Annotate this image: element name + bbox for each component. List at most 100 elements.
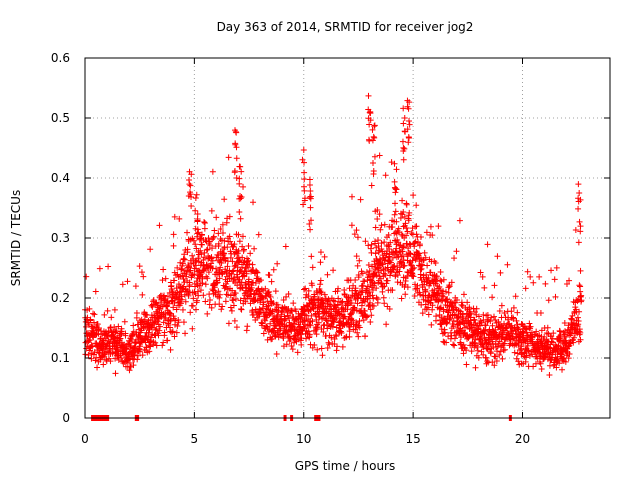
data-point [172, 317, 179, 324]
data-point [231, 274, 238, 281]
data-point [491, 362, 498, 369]
data-point [94, 321, 101, 328]
data-point [524, 268, 531, 275]
data-point [270, 299, 277, 306]
data-point [90, 310, 97, 317]
data-point [416, 254, 423, 261]
data-point [232, 128, 239, 135]
data-point [320, 329, 327, 336]
data-point [315, 319, 322, 326]
data-point [197, 287, 204, 294]
data-point [401, 262, 408, 269]
data-point [413, 202, 420, 209]
data-point [427, 269, 434, 276]
y-tick-label: 0.6 [51, 51, 70, 65]
data-point [451, 342, 458, 349]
data-point [492, 317, 499, 324]
data-point [416, 241, 423, 248]
data-point [138, 269, 145, 276]
data-point [236, 180, 243, 187]
data-point [452, 299, 459, 306]
data-point [189, 302, 196, 309]
data-point [231, 169, 238, 176]
y-tick-label: 0.1 [51, 351, 70, 365]
data-point [118, 354, 125, 361]
data-point [372, 224, 379, 231]
data-point [417, 291, 424, 298]
data-point [379, 288, 386, 295]
data-point [403, 232, 410, 239]
data-point [309, 318, 316, 325]
data-point [400, 156, 407, 163]
x-tick-label: 10 [296, 432, 311, 446]
data-point [344, 306, 351, 313]
data-point [324, 325, 331, 332]
data-point [578, 297, 585, 304]
data-point [411, 264, 418, 271]
data-point [383, 250, 390, 257]
data-point [401, 145, 408, 152]
data-point [226, 233, 233, 240]
data-point [180, 319, 187, 326]
data-point [437, 269, 444, 276]
data-point [85, 352, 92, 359]
data-point [330, 267, 337, 274]
data-point [92, 357, 99, 364]
data-point [301, 195, 308, 202]
data-point [249, 261, 256, 268]
data-point [317, 259, 324, 266]
data-point [228, 307, 235, 314]
data-point [154, 318, 161, 325]
data-point [440, 276, 447, 283]
x-tick-label: 20 [515, 432, 530, 446]
data-point [232, 290, 239, 297]
data-point [217, 225, 224, 232]
data-point [202, 237, 209, 244]
data-point [353, 227, 360, 234]
data-point [550, 330, 557, 337]
data-point [262, 285, 269, 292]
data-point [230, 302, 237, 309]
data-point [208, 254, 215, 261]
data-point [413, 231, 420, 238]
data-point [197, 247, 204, 254]
data-point [478, 335, 485, 342]
data-point [162, 275, 169, 282]
data-point [371, 123, 378, 130]
data-point [156, 327, 163, 334]
data-point [407, 250, 414, 257]
x-tick-label: 15 [405, 432, 420, 446]
data-point [187, 182, 194, 189]
data-point [245, 242, 252, 249]
data-point [348, 222, 355, 229]
data-point [490, 313, 497, 320]
data-point [348, 193, 355, 200]
data-point [222, 268, 229, 275]
data-point [576, 308, 583, 315]
data-point [576, 282, 583, 289]
data-point [494, 253, 501, 260]
data-point [375, 243, 382, 250]
data-point [210, 234, 217, 241]
data-point [298, 341, 305, 348]
data-point [219, 303, 226, 310]
data-point [354, 294, 361, 301]
data-point [139, 352, 146, 359]
data-point [381, 239, 388, 246]
data-point [187, 267, 194, 274]
data-point [366, 267, 373, 274]
data-point [364, 295, 371, 302]
data-point [378, 246, 385, 253]
data-point [431, 286, 438, 293]
data-point [482, 322, 489, 329]
data-point [150, 298, 157, 305]
data-point [329, 323, 336, 330]
data-point [184, 246, 191, 253]
data-point [160, 339, 167, 346]
data-point [260, 301, 267, 308]
data-point [100, 361, 107, 368]
data-point [321, 253, 328, 260]
data-point [406, 250, 413, 257]
data-point [496, 308, 503, 315]
data-point [309, 264, 316, 271]
